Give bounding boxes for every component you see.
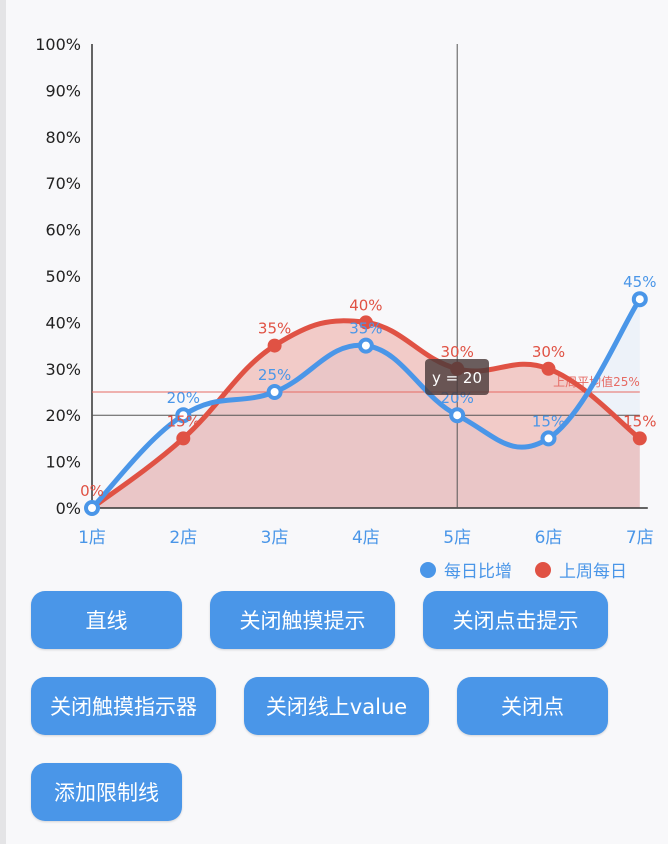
y-tick-label: 30% <box>45 360 81 379</box>
x-tick-label: 2店 <box>169 528 197 548</box>
legend-marker-daily-increase <box>420 562 436 578</box>
data-point-daily-increase <box>175 407 192 424</box>
legend-label-daily-increase: 每日比增 <box>444 562 512 582</box>
x-tick-label: 4店 <box>352 528 380 548</box>
data-label-last-week: 0% <box>80 482 104 500</box>
data-label-daily-increase: 20% <box>167 389 200 407</box>
tooltip-text: y = 20 <box>432 369 482 387</box>
data-point-last-week <box>267 338 282 353</box>
legend-label-last-week: 上周每日 <box>559 562 627 582</box>
y-tick-label: 100% <box>35 35 81 54</box>
close-line-value-button[interactable]: 关闭线上value <box>244 677 429 735</box>
data-point-daily-increase <box>449 407 466 424</box>
x-tick-label: 6店 <box>535 528 563 548</box>
y-tick-label: 80% <box>45 128 81 147</box>
data-label-last-week: 30% <box>532 343 565 361</box>
line-chart[interactable]: 0%10%20%30%40%50%60%70%80%90%100%上周平均值25… <box>0 0 668 590</box>
legend-marker-last-week <box>535 562 551 578</box>
data-label-last-week: 15% <box>167 412 200 430</box>
close-click-tip-button[interactable]: 关闭点击提示 <box>423 591 608 649</box>
add-limit-line-button[interactable]: 添加限制线 <box>31 763 182 821</box>
data-point-daily-increase <box>631 291 648 308</box>
data-point-daily-increase <box>266 384 283 400</box>
x-tick-label: 7店 <box>626 528 654 548</box>
data-label-daily-increase: 45% <box>623 273 656 291</box>
y-tick-label: 60% <box>45 221 81 240</box>
y-tick-label: 0% <box>56 499 81 518</box>
data-point-last-week <box>632 431 647 446</box>
y-tick-label: 90% <box>45 81 81 100</box>
tooltip-box <box>425 359 489 395</box>
data-label-last-week: 40% <box>349 296 382 314</box>
close-touch-indicator-button[interactable]: 关闭触摸指示器 <box>31 677 216 735</box>
data-point-last-week <box>176 431 191 446</box>
close-point-button[interactable]: 关闭点 <box>457 677 608 735</box>
y-tick-label: 10% <box>45 453 81 472</box>
close-touch-tip-button[interactable]: 关闭触摸提示 <box>210 591 395 649</box>
straight-line-button[interactable]: 直线 <box>31 591 182 649</box>
x-tick-label: 3店 <box>261 528 289 548</box>
y-tick-label: 20% <box>45 406 81 425</box>
data-point-daily-increase <box>357 337 374 354</box>
data-label-daily-increase: 15% <box>532 412 565 430</box>
data-point-daily-increase <box>540 430 557 447</box>
series-area-daily-increase <box>92 299 640 508</box>
data-label-last-week: 30% <box>441 343 474 361</box>
data-label-daily-increase: 35% <box>349 320 382 338</box>
data-label-daily-increase: 25% <box>258 366 291 384</box>
data-point-last-week <box>541 361 556 376</box>
y-tick-label: 70% <box>45 174 81 193</box>
window-edge <box>0 0 6 844</box>
data-point-daily-increase <box>84 500 100 516</box>
x-tick-label: 5店 <box>443 528 471 548</box>
data-point-last-week <box>358 315 373 330</box>
x-tick-label: 1店 <box>78 528 106 548</box>
y-tick-label: 40% <box>45 313 81 332</box>
data-label-last-week: 35% <box>258 320 291 338</box>
data-label-last-week: 15% <box>623 412 656 430</box>
y-tick-label: 50% <box>45 267 81 286</box>
